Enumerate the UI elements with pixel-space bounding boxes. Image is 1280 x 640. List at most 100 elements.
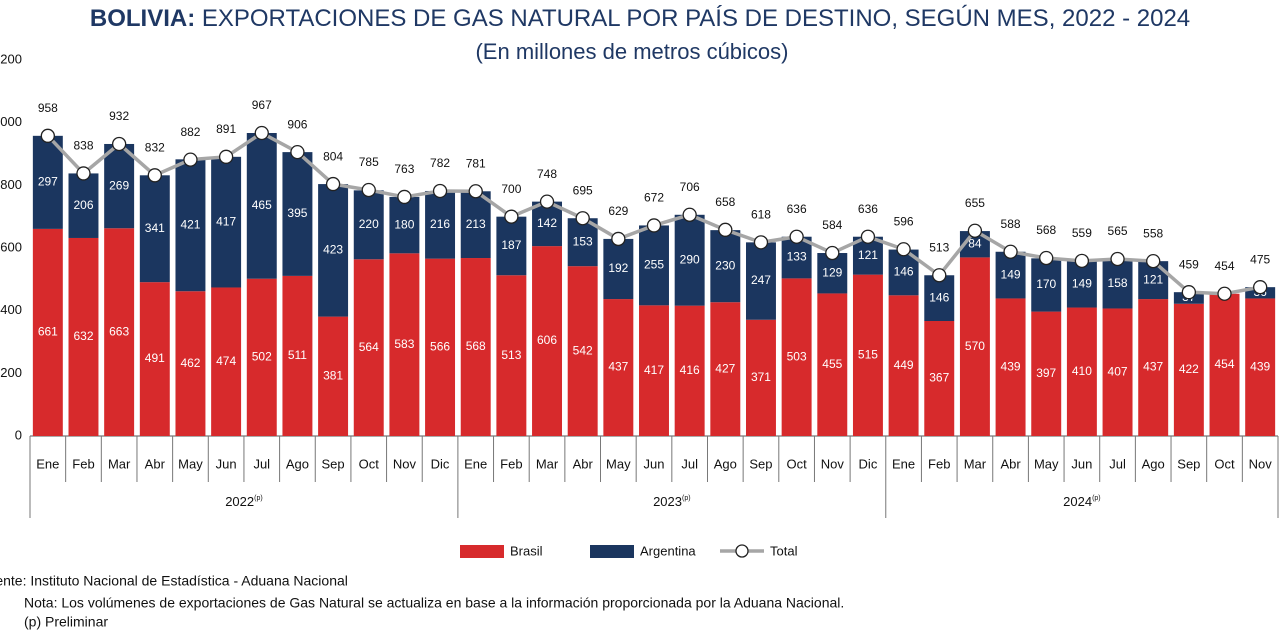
total-label: 558 <box>1143 226 1163 240</box>
total-marker <box>932 268 947 283</box>
total-marker <box>1039 250 1054 266</box>
value-label: 371 <box>751 370 771 384</box>
value-label: 220 <box>359 217 379 231</box>
bar-brasil <box>389 253 420 436</box>
total-marker <box>860 229 876 244</box>
bar-brasil <box>603 299 634 436</box>
total-label: 891 <box>216 122 236 136</box>
x-tick-label: May <box>606 456 631 471</box>
bar-brasil <box>1031 311 1062 436</box>
total-label: 636 <box>858 202 878 216</box>
bar-argentina <box>1031 258 1062 312</box>
total-label: 838 <box>73 139 93 153</box>
bar-argentina <box>139 175 170 283</box>
total-marker <box>361 182 376 198</box>
value-label: 142 <box>537 216 557 230</box>
x-tick-label: Oct <box>359 456 380 471</box>
chart-title: BOLIVIA: EXPORTACIONES DE GAS NATURAL PO… <box>90 5 1190 32</box>
bar-argentina <box>745 242 776 320</box>
total-label: 781 <box>466 156 486 170</box>
value-label: 474 <box>216 354 236 368</box>
bar-brasil <box>496 275 527 436</box>
value-label: 439 <box>1250 359 1270 373</box>
value-label: 570 <box>965 339 985 353</box>
year-label: 2023(p) <box>653 494 690 509</box>
total-label: 700 <box>501 182 521 196</box>
value-label: 395 <box>287 206 307 220</box>
total-label: 636 <box>787 202 807 216</box>
total-label: 748 <box>537 167 557 181</box>
legend-swatch <box>460 545 504 558</box>
bar-brasil <box>211 287 242 436</box>
total-marker <box>682 207 697 222</box>
bar-argentina <box>104 143 135 229</box>
y-tick-label: 0 <box>15 427 22 442</box>
x-tick-label: Abr <box>1000 456 1021 471</box>
total-label: 568 <box>1036 223 1056 237</box>
total-marker <box>1217 286 1232 301</box>
x-tick-label: Mar <box>536 456 559 471</box>
total-marker <box>325 176 341 192</box>
total-marker <box>539 194 555 209</box>
value-label: 437 <box>1143 360 1163 374</box>
total-label: 655 <box>965 196 985 210</box>
value-label: 170 <box>1036 277 1056 291</box>
x-tick-label: Ago <box>1142 456 1165 471</box>
bar-brasil <box>1066 307 1097 436</box>
x-tick-label: May <box>1034 456 1059 471</box>
bar-argentina <box>496 216 527 276</box>
total-label: 695 <box>573 183 593 197</box>
x-tick-label: Oct <box>1214 456 1235 471</box>
bar-argentina <box>567 218 598 267</box>
bar-argentina <box>175 159 206 292</box>
bar-brasil <box>460 258 491 436</box>
value-label: 449 <box>894 358 914 372</box>
bar-brasil <box>532 246 563 436</box>
value-label: 247 <box>751 273 771 287</box>
value-label: 84 <box>968 236 982 250</box>
y-tick-label: 200 <box>0 365 22 380</box>
total-label: 596 <box>894 214 914 228</box>
year-text: 2022 <box>225 494 254 509</box>
bar-brasil <box>104 228 135 436</box>
total-label: 706 <box>680 180 700 194</box>
total-marker <box>111 136 127 152</box>
year-note: (p) <box>1092 495 1101 502</box>
year-label: 2024(p) <box>1063 494 1100 509</box>
total-label: 475 <box>1250 252 1270 266</box>
value-label: 397 <box>1036 366 1056 380</box>
bar-brasil <box>425 258 456 436</box>
year-label: 2022(p) <box>225 494 262 509</box>
total-label: 588 <box>1001 217 1021 231</box>
x-tick-label: Mar <box>108 456 131 471</box>
bar-brasil <box>282 275 313 436</box>
legend-swatch <box>590 545 634 558</box>
value-label: 206 <box>73 198 93 212</box>
bar-brasil <box>995 298 1026 436</box>
value-label: 180 <box>394 217 414 231</box>
value-label: 455 <box>822 357 842 371</box>
bar-argentina <box>995 251 1026 299</box>
value-label: 491 <box>145 351 165 365</box>
value-label: 515 <box>858 347 878 361</box>
y-tick-label: 1000 <box>0 114 22 129</box>
bar-brasil <box>353 259 384 436</box>
total-marker <box>397 189 412 205</box>
x-tick-label: Ene <box>892 456 915 471</box>
bar-brasil <box>567 266 598 436</box>
value-label: 416 <box>680 363 700 377</box>
value-label: 566 <box>430 339 450 353</box>
total-marker <box>1146 254 1161 269</box>
total-marker <box>896 242 911 257</box>
total-label: 882 <box>180 125 200 139</box>
bar-brasil <box>1102 308 1133 436</box>
total-marker <box>718 222 733 237</box>
total-label: 584 <box>822 218 842 232</box>
year-text: 2023 <box>653 494 682 509</box>
x-tick-label: Jun <box>216 456 237 471</box>
total-marker <box>646 218 662 233</box>
value-label: 462 <box>180 356 200 370</box>
total-marker <box>1003 244 1018 259</box>
bar-argentina <box>532 201 563 247</box>
value-label: 632 <box>73 329 93 343</box>
